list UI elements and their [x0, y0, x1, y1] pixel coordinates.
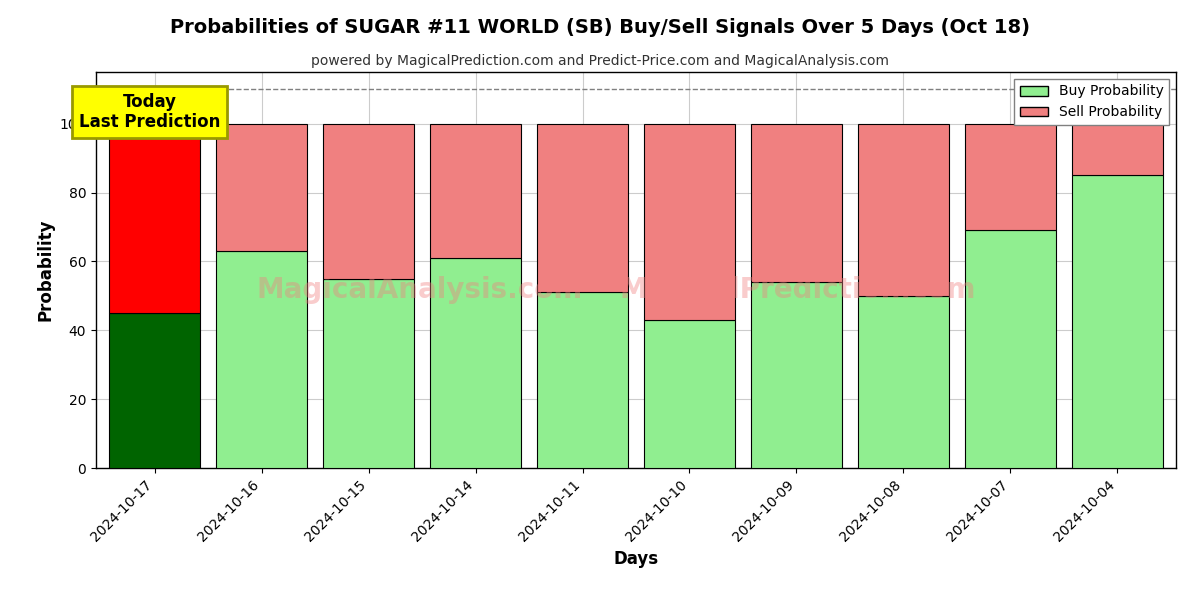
Bar	[430, 124, 521, 258]
Bar	[109, 124, 200, 313]
Text: Today
Last Prediction: Today Last Prediction	[79, 92, 220, 131]
Bar	[538, 124, 628, 292]
Bar	[430, 258, 521, 468]
Bar	[1072, 175, 1163, 468]
Legend: Buy Probability, Sell Probability: Buy Probability, Sell Probability	[1014, 79, 1169, 125]
Bar	[751, 124, 842, 282]
X-axis label: Days: Days	[613, 550, 659, 568]
Bar	[644, 320, 734, 468]
Bar	[644, 124, 734, 320]
Bar	[858, 124, 949, 296]
Bar	[323, 278, 414, 468]
Bar	[858, 296, 949, 468]
Bar	[323, 124, 414, 278]
Bar	[538, 292, 628, 468]
Text: MagicalPrediction.com: MagicalPrediction.com	[619, 276, 977, 304]
Text: powered by MagicalPrediction.com and Predict-Price.com and MagicalAnalysis.com: powered by MagicalPrediction.com and Pre…	[311, 54, 889, 68]
Text: MagicalAnalysis.com: MagicalAnalysis.com	[257, 276, 583, 304]
Bar	[1072, 124, 1163, 175]
Text: Probabilities of SUGAR #11 WORLD (SB) Buy/Sell Signals Over 5 Days (Oct 18): Probabilities of SUGAR #11 WORLD (SB) Bu…	[170, 18, 1030, 37]
Bar	[216, 251, 307, 468]
Bar	[109, 313, 200, 468]
Y-axis label: Probability: Probability	[36, 219, 54, 321]
Bar	[965, 124, 1056, 230]
Bar	[216, 124, 307, 251]
Bar	[965, 230, 1056, 468]
Bar	[751, 282, 842, 468]
